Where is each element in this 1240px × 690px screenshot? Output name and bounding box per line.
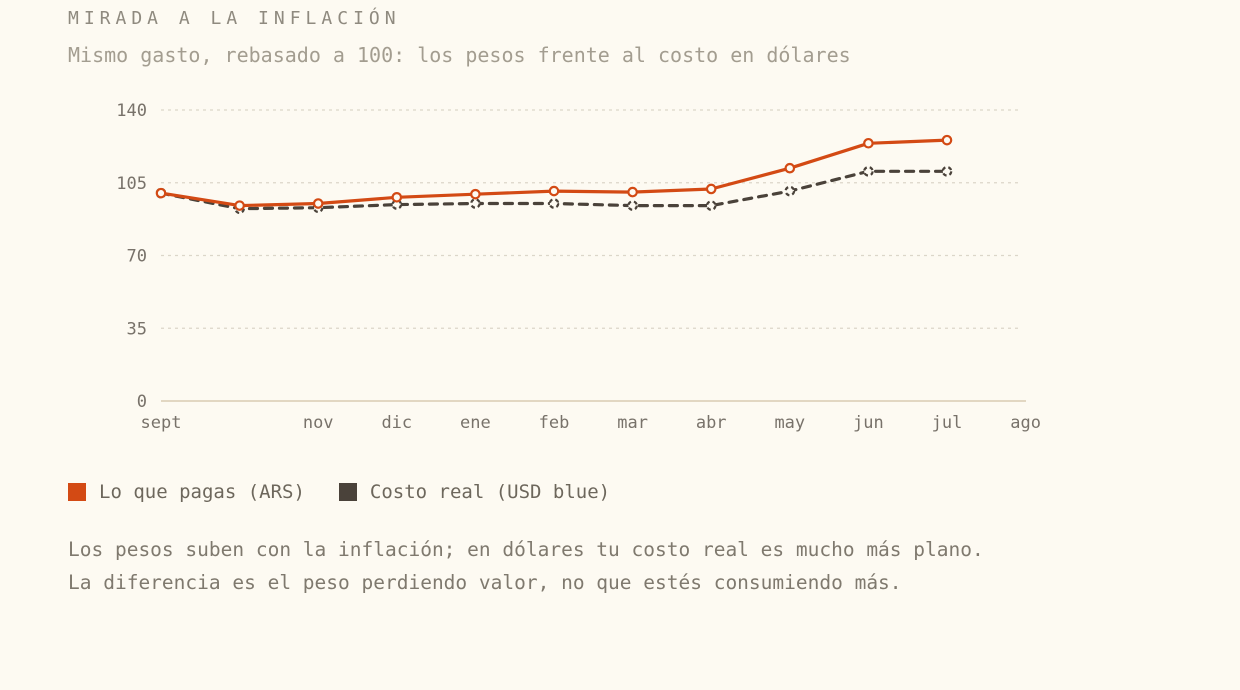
legend-swatch-usd xyxy=(338,483,357,501)
data-point-usd-abr xyxy=(705,200,717,211)
data-point-ars-oct xyxy=(234,200,245,211)
data-point-usd-jul xyxy=(941,166,953,177)
x-tick-label-mar: mar xyxy=(617,413,648,433)
x-tick-label-nov: nov xyxy=(303,413,334,433)
legend-label-usd: Costo real (USD blue) xyxy=(369,481,611,503)
x-tick-label-sept: sept xyxy=(141,413,182,433)
data-point-ars-mar xyxy=(627,186,638,198)
data-point-ars-may xyxy=(784,162,796,174)
x-tick-label-ago: ago xyxy=(1010,413,1041,433)
data-point-ars-jun xyxy=(863,137,874,149)
x-tick-label-ene: ene xyxy=(460,413,491,433)
x-tick-label-may: may xyxy=(774,413,805,433)
data-point-ars-jul xyxy=(941,134,953,146)
chart-subtitle: Mismo gasto, rebasado a 100: los pesos f… xyxy=(68,43,851,67)
legend-item-ars: Lo que pagas (ARS) xyxy=(68,481,305,503)
data-point-usd-may xyxy=(784,185,796,197)
legend-swatch-ars xyxy=(68,483,86,501)
chart-kicker: MIRADA A LA INFLACIÓN xyxy=(68,8,401,29)
x-tick-label-abr: abr xyxy=(696,413,727,433)
data-point-ars-abr xyxy=(705,183,717,195)
data-point-usd-feb xyxy=(548,198,560,209)
data-point-usd-jun xyxy=(863,166,874,177)
x-tick-label-dic: dic xyxy=(381,413,412,433)
x-tick-label-jun: jun xyxy=(853,413,884,433)
inflation-line-chart: 0 35 70 105 140 sept nov dic ene feb mar abr may jun j… xyxy=(116,101,1041,433)
data-point-usd-dic xyxy=(391,199,403,210)
y-tick-label-70: 70 xyxy=(127,247,147,267)
data-point-ars-dic xyxy=(391,192,403,203)
x-tick-label-jul: jul xyxy=(932,413,963,433)
data-point-ars-feb xyxy=(548,185,560,197)
legend-item-usd: Costo real (USD blue) xyxy=(338,481,611,503)
data-point-ars-ene xyxy=(470,188,481,200)
chart-legend: Lo que pagas (ARS) Costo real (USD blue) xyxy=(68,481,644,503)
data-point-usd-ene xyxy=(470,198,481,209)
legend-label-ars: Lo que pagas (ARS) xyxy=(99,481,305,503)
note-line-1: Los pesos suben con la inflación; en dól… xyxy=(68,538,984,561)
y-tick-label-0: 0 xyxy=(137,392,147,412)
x-tick-label-feb: feb xyxy=(539,413,570,433)
chart-note: Los pesos suben con la inflación; en dól… xyxy=(68,533,984,599)
y-tick-label-105: 105 xyxy=(116,174,147,194)
y-tick-label-140: 140 xyxy=(116,101,147,121)
note-line-2: La diferencia es el peso perdiendo valor… xyxy=(68,571,902,594)
y-tick-label-35: 35 xyxy=(127,319,147,339)
data-point-ars-nov xyxy=(312,198,324,209)
data-point-ars-sept xyxy=(155,187,167,199)
data-point-usd-mar xyxy=(627,200,638,211)
